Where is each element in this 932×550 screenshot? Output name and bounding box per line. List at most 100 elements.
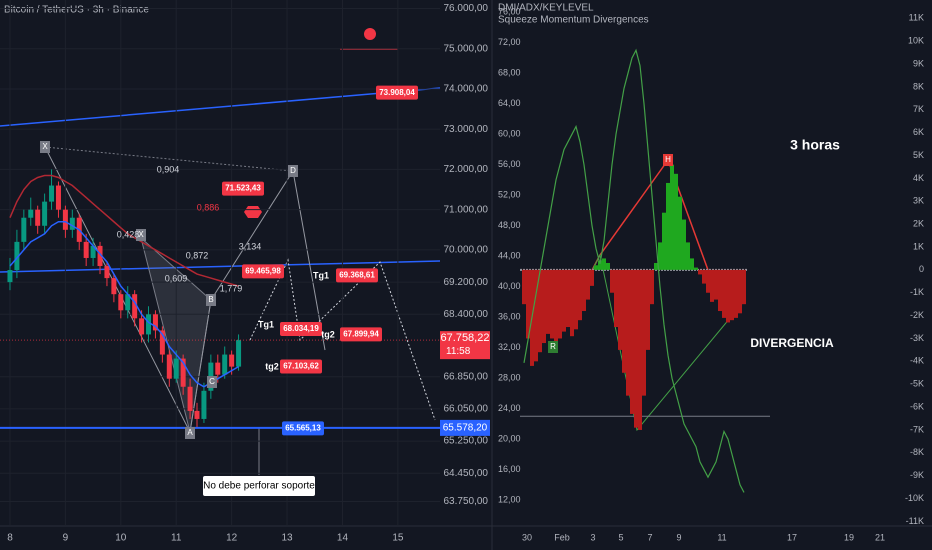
y-tick-label: 72.000,00 [444, 164, 489, 175]
candle-body [21, 217, 27, 242]
momentum-bar [590, 269, 594, 286]
momentum-bar [730, 269, 734, 321]
momentum-bar [654, 263, 658, 270]
candle-body [111, 278, 117, 295]
x-tick-label: 3 [590, 532, 595, 542]
momentum-bar [634, 269, 638, 428]
candle-body [83, 241, 89, 258]
x-tick-label: 7 [647, 532, 652, 542]
momentum-bar [714, 269, 718, 300]
momentum-bar [718, 269, 722, 312]
price-tag-label: 69.465,98 [245, 267, 281, 276]
candle-body [55, 185, 61, 210]
price-tag-label: 69.368,61 [339, 270, 375, 279]
y-tick-label: 48,00 [498, 220, 521, 230]
momentum-bar [610, 269, 614, 293]
y-tick-label: 56,00 [498, 159, 521, 169]
y2-tick-label: -10K [905, 493, 924, 503]
note: No debe perforar soporte [203, 481, 315, 492]
candle-body [90, 245, 96, 258]
y2-tick-label: -3K [910, 333, 924, 343]
y2-tick-label: 11K [909, 13, 924, 23]
y2-tick-label: 9K [913, 58, 924, 68]
trendline [0, 87, 441, 127]
y-tick-label: 64.450,00 [444, 468, 489, 479]
y2-tick-label: -11K [906, 516, 924, 526]
price-tag-label: 68.034,19 [283, 324, 319, 333]
momentum-bar [630, 269, 634, 414]
x-tick-label: 5 [618, 532, 623, 542]
y-tick-label: 12,00 [498, 494, 521, 504]
target-label: tg2 [321, 329, 335, 339]
indicator-subtitle: Squeeze Momentum Divergences [498, 15, 649, 26]
x-tick-label: 8 [7, 533, 13, 544]
y2-tick-label: 0 [919, 264, 924, 274]
y2-tick-label: 2K [913, 218, 924, 228]
momentum-bar [686, 242, 690, 270]
y-tick-label: 74.000,00 [444, 84, 489, 95]
y-tick-label: 40,00 [498, 281, 521, 291]
candle-body [139, 318, 145, 335]
y-tick-label: 44,00 [498, 251, 521, 261]
momentum-bar [742, 269, 746, 305]
momentum-bar [618, 269, 622, 350]
y-tick-label: 70.000,00 [444, 245, 489, 256]
alert-icon [364, 28, 376, 40]
y-tick-label: 75.000,00 [444, 43, 489, 54]
momentum-bar [550, 269, 554, 339]
annotation: DIVERGENCIA [750, 336, 834, 350]
candle-body [222, 354, 228, 375]
momentum-bar [614, 269, 618, 328]
candle-body [7, 270, 13, 283]
momentum-bar [586, 269, 590, 300]
x-tick-label: 14 [337, 533, 349, 544]
price-tag-label: 73.908,04 [379, 88, 415, 97]
candle-body [173, 358, 179, 379]
y2-tick-label: -5K [910, 379, 924, 389]
divergence-marker [548, 341, 558, 353]
candle-body [215, 362, 221, 375]
pattern-point: X [42, 142, 48, 151]
momentum-bar [690, 258, 694, 270]
y-tick-label: 63.750,00 [444, 496, 489, 507]
y2-tick-label: -9K [910, 470, 924, 480]
candle-body [14, 241, 20, 271]
candle-body [62, 209, 68, 230]
pattern-box [136, 229, 146, 241]
momentum-bar [706, 269, 710, 293]
ratio-label: 0,609 [165, 273, 188, 283]
momentum-bar [606, 263, 610, 270]
pattern-point: B [208, 295, 213, 304]
pattern-box [288, 165, 298, 177]
momentum-bar [694, 267, 698, 270]
momentum-bar [526, 269, 530, 339]
x-tick-label: 15 [392, 533, 404, 544]
price-tag [340, 327, 382, 342]
y2-tick-label: -8K [910, 447, 924, 457]
y-tick-label: 66.850,00 [444, 371, 489, 382]
adx-line [523, 48, 745, 493]
price-tag [376, 85, 418, 100]
momentum-bar [646, 269, 650, 350]
candle-body [104, 266, 110, 279]
price-tag [336, 268, 378, 283]
momentum-bar [562, 269, 566, 332]
x-tick-label: 10 [115, 533, 127, 544]
momentum-bar [682, 219, 686, 270]
y2-tick-label: 10K [908, 36, 924, 46]
momentum-bar [658, 242, 662, 270]
pattern-box [185, 427, 195, 439]
ratio-label: 0,428 [117, 229, 140, 239]
momentum-bar [554, 269, 558, 346]
candle-body [97, 245, 103, 267]
trendline [0, 260, 441, 273]
momentum-bar [558, 269, 562, 339]
y2-tick-label: 4K [913, 173, 924, 183]
pattern-box [206, 294, 216, 306]
y2-tick-label: 6K [913, 127, 924, 137]
price-tag [280, 322, 322, 337]
pattern-box [207, 376, 217, 388]
